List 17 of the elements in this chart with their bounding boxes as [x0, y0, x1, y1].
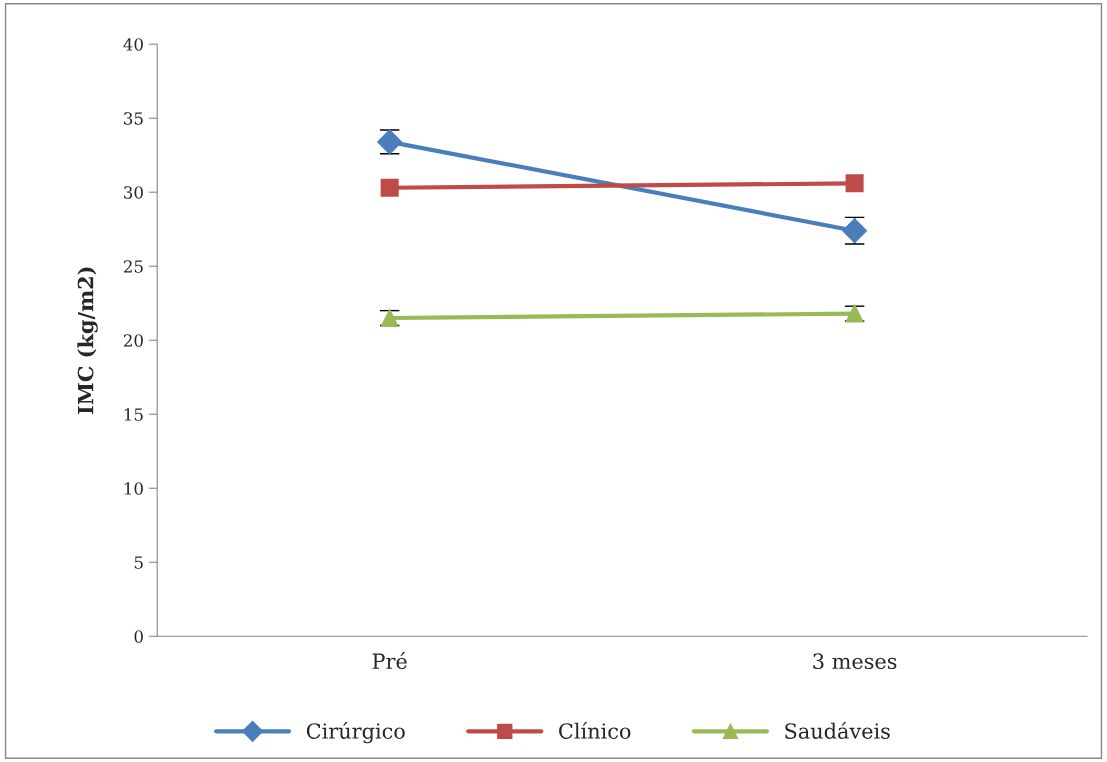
x-tick-label: 3 meses: [813, 653, 897, 670]
y-tick-label: 20: [123, 334, 143, 347]
y-tick-label: 10: [124, 482, 143, 495]
x-tick-label: Pré: [372, 652, 407, 670]
y-tick-label: 40: [123, 38, 143, 51]
legend-label: Cirúrgico: [306, 721, 405, 744]
y-tick-label: 30: [124, 186, 143, 199]
y-tick-label: 0: [134, 630, 143, 643]
y-tick-label: 15: [124, 408, 143, 421]
y-axis-title: IMC (kg/m2): [77, 267, 98, 415]
y-tick-label: 35: [124, 112, 143, 125]
y-tick-label: 5: [134, 556, 143, 569]
y-tick-label: 25: [123, 260, 143, 273]
point: [845, 174, 864, 193]
legend-label: Clínico: [559, 721, 631, 739]
point: [380, 178, 399, 197]
legend-label: Saudáveis: [785, 721, 890, 739]
